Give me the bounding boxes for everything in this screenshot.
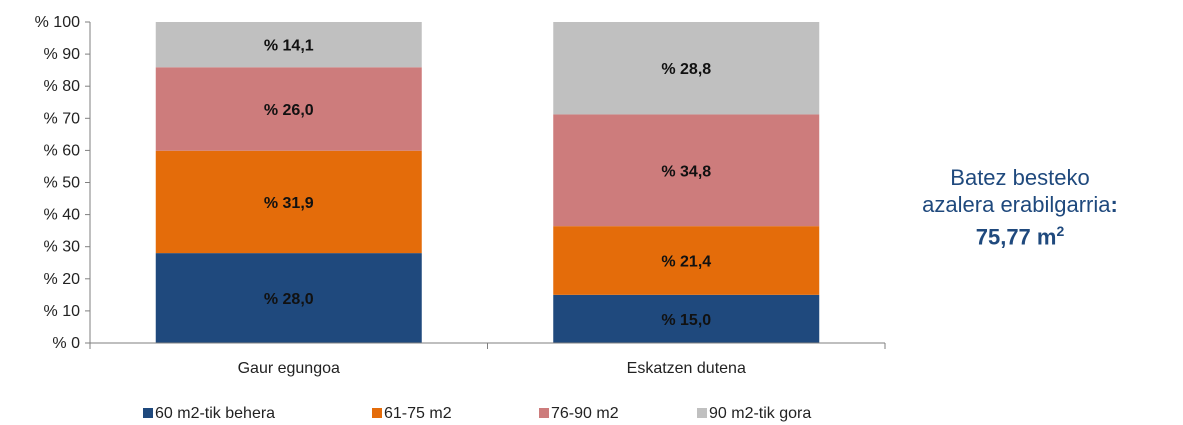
- bar-segment: [155, 150, 422, 254]
- y-tick-label: % 80: [44, 78, 81, 95]
- legend-swatch: [697, 408, 707, 418]
- note-colon: :: [1110, 192, 1118, 217]
- data-label: % 21,4: [661, 254, 711, 271]
- bar-segment: [553, 226, 820, 295]
- note-line-2: azalera erabilgarria:: [870, 191, 1170, 218]
- data-label: % 28,0: [264, 291, 314, 308]
- y-tick-label: % 0: [52, 335, 80, 352]
- y-tick-label: % 100: [35, 14, 80, 31]
- data-label: % 34,8: [661, 163, 711, 180]
- x-axis: Gaur egungoa Eskatzen dutena: [89, 342, 886, 377]
- average-area-note: Batez besteko azalera erabilgarria: 75,7…: [870, 164, 1170, 250]
- data-label: % 15,0: [661, 312, 711, 329]
- y-tick-label: % 20: [44, 271, 81, 288]
- bar-segment: [155, 22, 422, 68]
- y-axis: % 0 % 10 % 20 % 30 % 40 % 50 % 60 % 70 % 80 % 90%…: [35, 14, 91, 352]
- y-tick-label: % 10: [44, 303, 81, 320]
- data-label: % 26,0: [264, 102, 314, 119]
- note-line-1: Batez besteko: [950, 165, 1090, 190]
- bar-segment: [155, 253, 422, 343]
- y-tick-label: % 50: [44, 175, 81, 192]
- y-tick-label: % 90: [44, 46, 81, 63]
- note-line-2-text: azalera erabilgarria: [922, 192, 1111, 217]
- legend-label: 90 m2-tik gora: [709, 405, 811, 422]
- legend-swatch: [372, 408, 382, 418]
- note-value-text: 75,77 m: [975, 224, 1057, 250]
- data-label: % 28,8: [661, 61, 711, 78]
- legend-swatch: [539, 408, 549, 418]
- bar-segment: [155, 67, 422, 151]
- bar-segment: [553, 114, 820, 227]
- legend-label: 76-90 m2: [551, 405, 619, 422]
- bar-segment: [553, 294, 820, 343]
- note-value-superscript: 2: [1056, 223, 1065, 239]
- x-category-label: Gaur egungoa: [238, 360, 340, 377]
- x-category-label: Eskatzen dutena: [627, 360, 746, 377]
- y-tick-label: % 40: [44, 207, 81, 224]
- y-tick-label: % 30: [44, 239, 81, 256]
- bar-segment: [553, 22, 820, 115]
- legend: 60 m2-tik behera 61-75 m2 76-90 m2 90 m2-ti…: [143, 405, 811, 422]
- data-label: % 14,1: [264, 38, 314, 55]
- legend-label: 60 m2-tik behera: [155, 405, 275, 422]
- legend-swatch: [143, 408, 153, 418]
- note-value: 75,77 m2: [870, 218, 1170, 250]
- legend-label: 61-75 m2: [384, 405, 452, 422]
- y-tick-label: % 60: [44, 142, 81, 159]
- y-tick-label: % 70: [44, 110, 81, 127]
- bars: % 28,0 % 31,9 % 26,0 % 14,1 % 15,0 % 21,4 % 34…: [155, 22, 820, 343]
- data-label: % 31,9: [264, 195, 314, 212]
